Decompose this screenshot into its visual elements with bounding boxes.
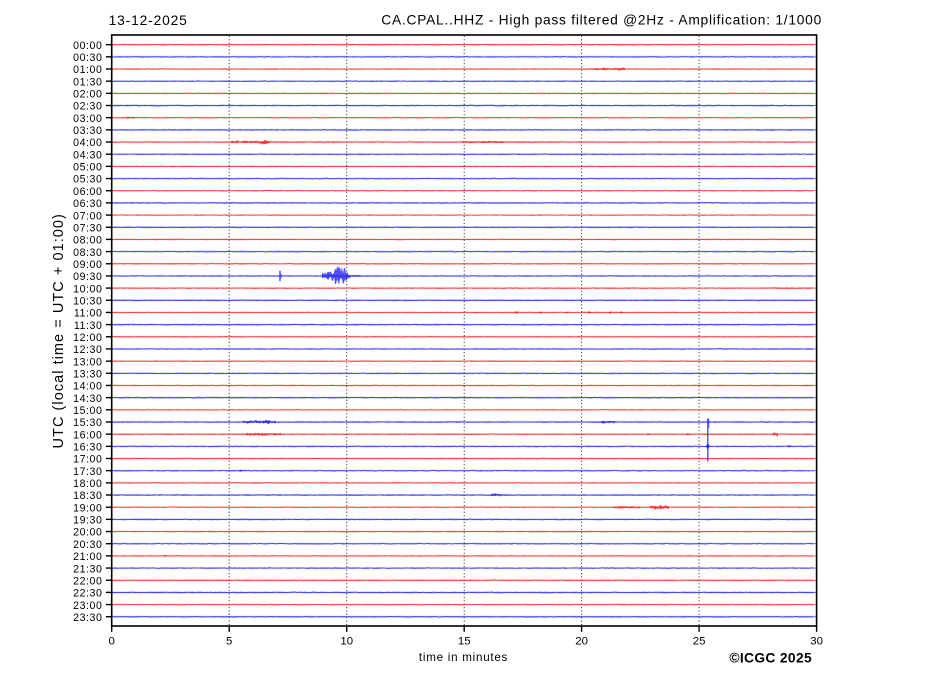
svg-text:18:30: 18:30 <box>73 490 102 502</box>
svg-text:13-12-2025: 13-12-2025 <box>109 13 188 28</box>
svg-text:09:00: 09:00 <box>73 259 102 271</box>
svg-text:13:00: 13:00 <box>73 356 102 368</box>
svg-text:25: 25 <box>693 635 706 647</box>
svg-text:21:30: 21:30 <box>73 563 102 575</box>
svg-text:00:00: 00:00 <box>73 40 102 52</box>
svg-text:07:00: 07:00 <box>73 210 102 222</box>
svg-text:10: 10 <box>340 635 353 647</box>
svg-text:17:30: 17:30 <box>73 466 102 478</box>
svg-text:15: 15 <box>458 635 471 647</box>
svg-text:02:30: 02:30 <box>73 101 102 113</box>
svg-text:18:00: 18:00 <box>73 478 102 490</box>
svg-text:12:30: 12:30 <box>73 344 102 356</box>
svg-text:08:00: 08:00 <box>73 235 102 247</box>
svg-text:00:30: 00:30 <box>73 52 102 64</box>
svg-text:11:30: 11:30 <box>74 320 102 332</box>
svg-text:15:30: 15:30 <box>73 417 102 429</box>
svg-text:15:00: 15:00 <box>73 405 102 417</box>
svg-text:0: 0 <box>109 635 115 647</box>
svg-text:20:30: 20:30 <box>73 539 102 551</box>
svg-text:01:30: 01:30 <box>73 76 102 88</box>
svg-text:03:30: 03:30 <box>73 125 102 137</box>
svg-text:time in minutes: time in minutes <box>419 651 508 664</box>
svg-text:19:00: 19:00 <box>73 502 102 514</box>
svg-text:17:00: 17:00 <box>73 454 102 466</box>
svg-text:06:00: 06:00 <box>73 186 102 198</box>
svg-text:13:30: 13:30 <box>73 368 102 380</box>
svg-text:02:00: 02:00 <box>73 89 102 101</box>
svg-text:30: 30 <box>810 635 823 647</box>
svg-text:05:30: 05:30 <box>73 174 102 186</box>
svg-text:04:30: 04:30 <box>73 149 102 161</box>
svg-text:05:00: 05:00 <box>73 162 102 174</box>
svg-text:11:00: 11:00 <box>74 308 102 320</box>
svg-text:CA.CPAL..HHZ - High pass filte: CA.CPAL..HHZ - High pass filtered @2Hz -… <box>381 13 822 28</box>
svg-text:22:30: 22:30 <box>73 588 102 600</box>
svg-text:07:30: 07:30 <box>73 222 102 234</box>
svg-text:22:00: 22:00 <box>73 575 102 587</box>
svg-text:08:30: 08:30 <box>73 247 102 259</box>
svg-text:16:00: 16:00 <box>73 429 102 441</box>
svg-text:19:30: 19:30 <box>73 515 102 527</box>
svg-text:04:00: 04:00 <box>73 137 102 149</box>
svg-text:UTC (local time = UTC + 01:00): UTC (local time = UTC + 01:00) <box>51 213 67 448</box>
svg-text:16:30: 16:30 <box>73 442 102 454</box>
svg-text:06:30: 06:30 <box>73 198 102 210</box>
svg-text:10:30: 10:30 <box>73 295 102 307</box>
svg-text:©ICGC 2025: ©ICGC 2025 <box>729 651 812 666</box>
svg-text:20: 20 <box>575 635 588 647</box>
svg-text:12:00: 12:00 <box>73 332 102 344</box>
svg-text:03:00: 03:00 <box>73 113 102 125</box>
svg-text:09:30: 09:30 <box>73 271 102 283</box>
svg-text:23:00: 23:00 <box>73 600 102 612</box>
svg-text:20:00: 20:00 <box>73 527 102 539</box>
svg-text:14:30: 14:30 <box>73 393 102 405</box>
svg-text:14:00: 14:00 <box>73 381 102 393</box>
svg-text:01:00: 01:00 <box>73 64 102 76</box>
svg-text:23:30: 23:30 <box>73 612 102 624</box>
svg-text:21:00: 21:00 <box>73 551 102 563</box>
svg-text:5: 5 <box>226 635 232 647</box>
svg-text:10:00: 10:00 <box>73 283 102 295</box>
